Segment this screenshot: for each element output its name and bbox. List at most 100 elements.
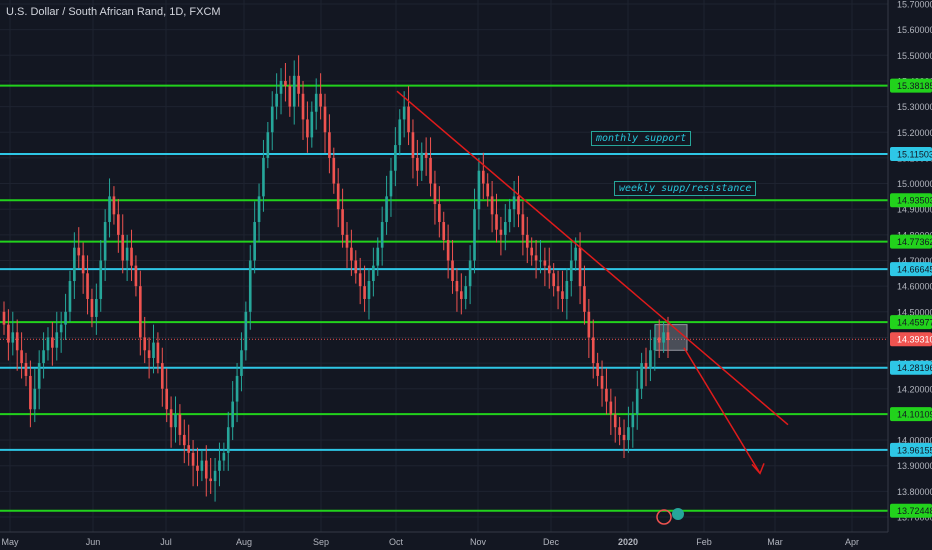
level-price-tag <box>890 442 932 457</box>
candle-body <box>200 460 204 471</box>
candle-body <box>222 452 226 461</box>
level-price-label: 15.11503 <box>897 150 932 160</box>
last-price-tag <box>890 332 932 347</box>
candle-body <box>666 332 670 341</box>
price-axis: 15.7000015.6000015.5000015.4000015.30000… <box>887 0 932 550</box>
candle-body <box>2 311 6 325</box>
candle-body <box>191 452 195 466</box>
candle-body <box>209 478 212 482</box>
level-price-tag <box>890 234 932 249</box>
candle-body <box>248 260 252 312</box>
candle-body <box>389 170 393 197</box>
candle-body <box>125 247 129 261</box>
arrow-head-icon <box>751 463 765 475</box>
candle-body <box>46 337 50 351</box>
candle-body <box>662 332 665 343</box>
candle-body <box>288 86 292 107</box>
candle-body <box>292 75 296 107</box>
candle-body <box>314 93 318 112</box>
candle-body <box>253 222 256 261</box>
candle-body <box>464 286 468 299</box>
candle-body <box>156 342 160 364</box>
candle-body <box>451 260 454 282</box>
candle-body <box>341 209 344 235</box>
level-price-tag <box>890 147 932 162</box>
candle-body <box>262 157 265 197</box>
level-price-tag <box>890 360 932 375</box>
time-tick: 2020 <box>618 537 638 547</box>
candle-body <box>481 170 485 184</box>
candle-body <box>134 265 138 287</box>
candle-body <box>561 291 564 299</box>
price-tick: 14.60000 <box>897 282 932 292</box>
candle-body <box>367 281 371 299</box>
candle-body <box>543 260 547 266</box>
monthly-support-annotation[interactable]: monthly support <box>591 131 692 146</box>
candle-body <box>363 286 366 299</box>
candle-body <box>266 132 270 158</box>
candle-body <box>196 465 199 471</box>
candle-body <box>33 388 37 410</box>
level-price-label: 13.72448 <box>897 506 932 516</box>
price-tick: 14.90000 <box>897 205 932 215</box>
candle-body <box>165 388 169 410</box>
level-price-label: 14.77362 <box>897 237 932 247</box>
candle-body <box>635 388 639 415</box>
candle-body <box>591 337 595 364</box>
candle-body <box>627 427 630 441</box>
candle-body <box>51 337 54 348</box>
candle-body <box>578 247 582 287</box>
level-price-tag <box>890 78 932 93</box>
candle-body <box>275 93 278 107</box>
candle-body <box>424 152 428 158</box>
event-flag-icon <box>672 508 684 520</box>
candle-body <box>130 247 133 266</box>
price-tick: 14.70000 <box>897 256 932 266</box>
candle-body <box>90 298 94 317</box>
candle-body <box>178 414 182 435</box>
event-flag-icon <box>656 509 672 525</box>
price-tick: 15.50000 <box>897 51 932 61</box>
candle-body <box>169 409 173 428</box>
candle-body <box>182 434 186 446</box>
level-price-tag <box>890 503 932 518</box>
candle-body <box>15 332 19 351</box>
candle-body <box>147 350 151 358</box>
time-tick: Dec <box>543 537 560 547</box>
time-tick: May <box>1 537 19 547</box>
candle-body <box>455 281 459 292</box>
candle-body <box>640 363 643 389</box>
candle-body <box>442 222 446 240</box>
candle-body <box>11 332 15 343</box>
candle-body <box>257 196 261 223</box>
candle-body <box>512 196 516 210</box>
candle-body <box>596 363 599 376</box>
weekly-support-annotation[interactable]: weekly supp/resistance <box>614 181 757 196</box>
descending-trendline <box>396 90 789 426</box>
price-tick: 14.20000 <box>897 384 932 394</box>
level-price-tag <box>890 262 932 277</box>
time-tick: Mar <box>767 537 783 547</box>
candle-body <box>301 93 305 120</box>
candle-body <box>429 157 432 184</box>
candle-body <box>306 119 309 138</box>
candle-body <box>270 106 274 133</box>
candle-body <box>174 414 177 428</box>
candle-body <box>398 119 402 146</box>
candle-body <box>7 324 10 343</box>
price-tick: 14.50000 <box>897 307 932 317</box>
candle-body <box>653 337 657 351</box>
candle-body <box>394 145 397 171</box>
candle-body <box>547 265 551 274</box>
candle-body <box>332 157 336 184</box>
candle-body <box>29 375 32 410</box>
time-tick: Nov <box>470 537 487 547</box>
candle-body <box>77 247 81 256</box>
level-price-tag <box>890 315 932 330</box>
candle-body <box>152 342 155 358</box>
candle-body <box>86 273 89 299</box>
time-axis-bg <box>0 532 888 550</box>
candle-body <box>95 298 98 317</box>
candle-body <box>218 460 221 471</box>
